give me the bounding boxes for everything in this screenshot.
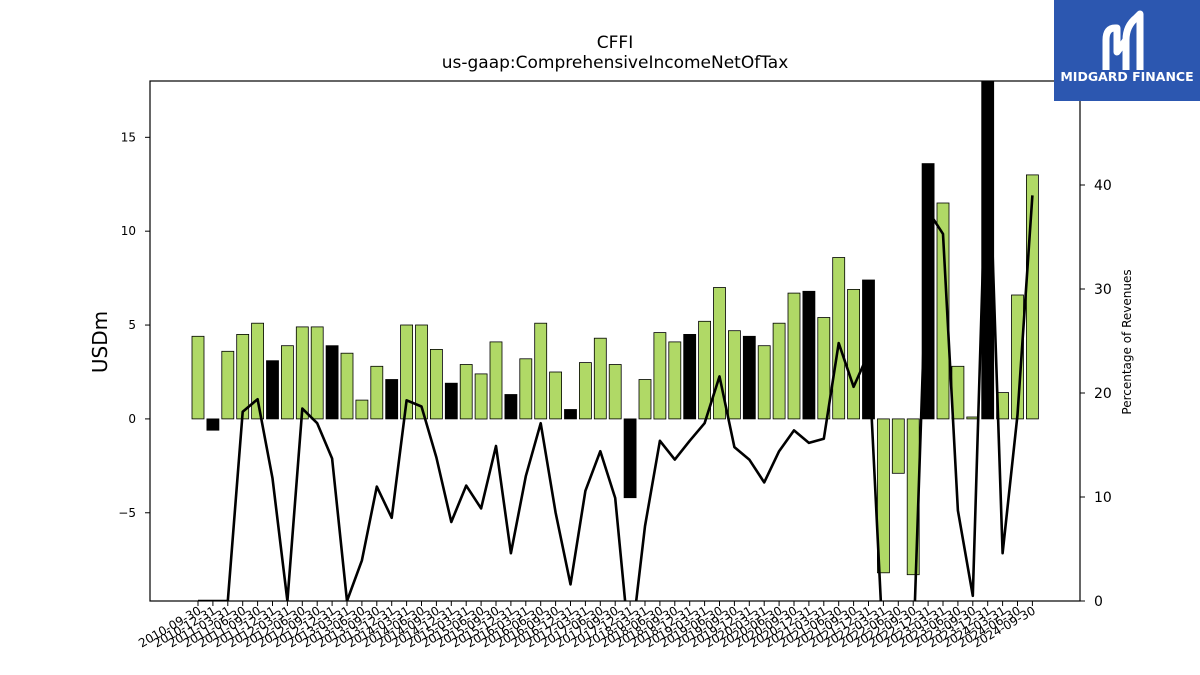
bar-2011-03-31 — [221, 350, 235, 420]
y-tick-label-right: 0 — [1094, 594, 1103, 610]
bar-2020-12-31 — [802, 290, 816, 420]
bar-2012-09-30 — [310, 326, 324, 420]
logo: MIDGARD FINANCE — [1054, 0, 1200, 101]
bar-2013-06-30 — [355, 399, 369, 420]
bar-2020-06-30 — [772, 322, 786, 420]
bar-2017-12-31 — [623, 418, 637, 499]
x-ticks: 2010-09-302010-12-312011-03-312011-06-30… — [136, 601, 1038, 650]
bar-2010-09-30 — [191, 335, 205, 420]
bar-2021-12-31 — [862, 279, 875, 420]
bar-2015-03-31 — [459, 364, 473, 420]
bar-2022-12-31 — [921, 163, 935, 420]
bar-2022-06-30 — [891, 418, 905, 474]
bar-2020-09-30 — [787, 292, 801, 420]
bar-2019-03-31 — [698, 320, 711, 420]
bars-layer — [191, 80, 1039, 576]
y-ticks-left: −5 0 5 10 15 — [118, 130, 150, 520]
y-axis-label-right: Percentage of Revenues — [1120, 269, 1134, 414]
y-tick-label: 15 — [121, 130, 136, 144]
logo-text: MIDGARD FINANCE — [1060, 69, 1193, 84]
y-tick-label-right: 10 — [1094, 490, 1112, 506]
bar-2016-12-31 — [564, 409, 577, 420]
bar-2017-06-30 — [593, 337, 607, 420]
bar-2015-06-30 — [474, 373, 488, 420]
bar-2014-12-31 — [444, 382, 458, 420]
bar-2018-09-30 — [668, 341, 682, 420]
bar-2022-03-31 — [877, 418, 890, 574]
bar-2021-09-30 — [847, 288, 860, 420]
bar-2018-12-31 — [683, 333, 697, 420]
bar-2012-03-31 — [280, 345, 294, 420]
bar-2013-09-30 — [370, 365, 384, 420]
bar-2013-03-31 — [340, 352, 354, 420]
bar-2016-09-30 — [549, 371, 562, 420]
bar-2020-03-31 — [757, 345, 771, 420]
bar-2018-06-30 — [653, 332, 667, 420]
bar-2011-06-30 — [236, 333, 250, 420]
y-tick-label: 0 — [128, 412, 136, 426]
y-tick-label-right: 40 — [1094, 178, 1112, 194]
bar-2010-12-31 — [206, 418, 220, 431]
bar-2021-06-30 — [832, 257, 846, 420]
y-tick-label: −5 — [118, 506, 136, 520]
bar-2012-12-31 — [325, 345, 339, 420]
bar-2011-12-31 — [266, 360, 279, 420]
bar-2015-12-31 — [504, 394, 518, 420]
bar-2015-09-30 — [489, 341, 503, 420]
bar-2011-09-30 — [251, 322, 265, 420]
y-axis-label: USDm — [88, 311, 112, 373]
bar-2013-12-31 — [385, 379, 399, 420]
bar-2019-09-30 — [728, 330, 741, 420]
y-tick-label-right: 30 — [1094, 282, 1112, 298]
bar-2014-06-30 — [415, 324, 428, 420]
bar-2021-03-31 — [817, 317, 831, 420]
bar-2014-09-30 — [429, 348, 443, 420]
bar-2018-03-31 — [638, 379, 652, 420]
y-tick-label-right: 20 — [1094, 386, 1112, 402]
bar-2017-03-31 — [579, 362, 592, 420]
bar-2016-06-30 — [534, 322, 548, 420]
bar-2014-03-31 — [400, 324, 414, 420]
y-ticks-right: 01020304050 — [1080, 74, 1112, 610]
bar-2019-12-31 — [742, 335, 756, 420]
revenue-percentage-line — [198, 105, 1034, 601]
bar-2016-03-31 — [519, 358, 533, 420]
y-tick-label: 10 — [121, 224, 136, 238]
logo-mark-icon — [1102, 10, 1144, 70]
bar-2017-09-30 — [608, 364, 622, 420]
bar-2012-06-30 — [295, 326, 309, 420]
chart-title: CFFI — [597, 33, 633, 53]
y-tick-label: 5 — [128, 318, 136, 332]
bar-2023-03-31 — [936, 202, 950, 420]
chart-subtitle: us-gaap:ComprehensiveIncomeNetOfTax — [442, 53, 789, 73]
line-layer — [198, 105, 1034, 601]
